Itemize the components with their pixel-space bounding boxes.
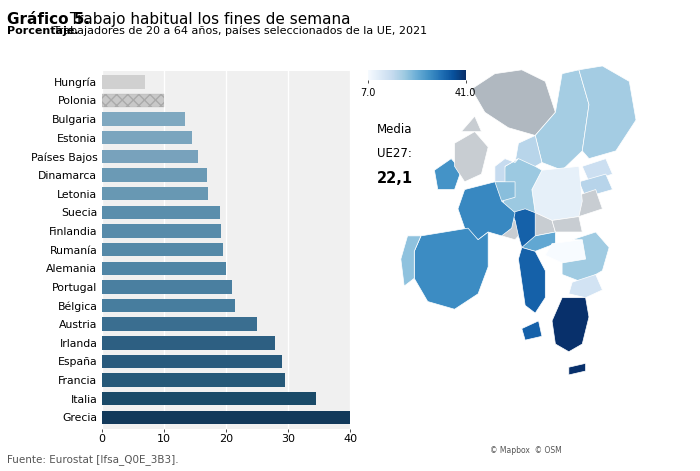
Polygon shape [525,213,555,236]
Polygon shape [579,66,636,159]
Bar [102,206,220,219]
Bar [102,355,281,368]
Bar [102,299,235,312]
Bar [102,280,232,293]
Bar [102,187,209,201]
Text: Trabajo habitual los fines de semana: Trabajo habitual los fines de semana [65,12,351,27]
Polygon shape [519,247,545,313]
Bar [102,94,164,107]
Bar [102,168,207,182]
Text: 22,1: 22,1 [377,171,413,187]
Polygon shape [454,131,488,182]
Bar [102,392,316,406]
Polygon shape [569,363,586,375]
Bar [102,317,257,331]
Text: Fuente: Eurostat [lfsa_Q0E_3B3].: Fuente: Eurostat [lfsa_Q0E_3B3]. [7,455,178,465]
Polygon shape [461,116,482,131]
Polygon shape [491,182,515,201]
Bar [102,243,223,256]
Text: Porcentaje.: Porcentaje. [7,26,78,36]
Polygon shape [552,298,589,352]
Bar [102,411,356,424]
Polygon shape [502,159,542,228]
Polygon shape [552,217,582,232]
Text: Gráfico 5.: Gráfico 5. [7,12,90,27]
Polygon shape [515,136,542,170]
Polygon shape [522,321,542,340]
Text: Media: Media [377,123,412,136]
Bar [102,131,192,145]
Polygon shape [401,236,421,286]
Polygon shape [562,232,609,282]
Polygon shape [532,166,582,220]
Text: © Mapbox  © OSM: © Mapbox © OSM [490,446,561,455]
Polygon shape [435,159,461,189]
Polygon shape [471,70,555,136]
Polygon shape [495,159,519,182]
Bar [102,75,145,89]
Polygon shape [572,189,603,217]
Polygon shape [458,182,515,240]
Bar [102,113,186,126]
Text: UE27:: UE27: [377,146,412,160]
Polygon shape [414,228,488,309]
Bar [102,261,225,275]
Bar [102,150,198,163]
Bar [102,224,220,238]
Polygon shape [519,228,555,252]
Text: Trabajadores de 20 a 64 años, países seleccionados de la UE, 2021: Trabajadores de 20 a 64 años, países sel… [50,26,428,36]
Polygon shape [569,275,603,298]
Bar [102,336,276,349]
Polygon shape [579,174,612,197]
Polygon shape [512,209,536,247]
Polygon shape [536,70,589,170]
Polygon shape [545,240,586,263]
Polygon shape [502,220,522,240]
Bar [102,374,285,387]
Polygon shape [582,159,612,182]
